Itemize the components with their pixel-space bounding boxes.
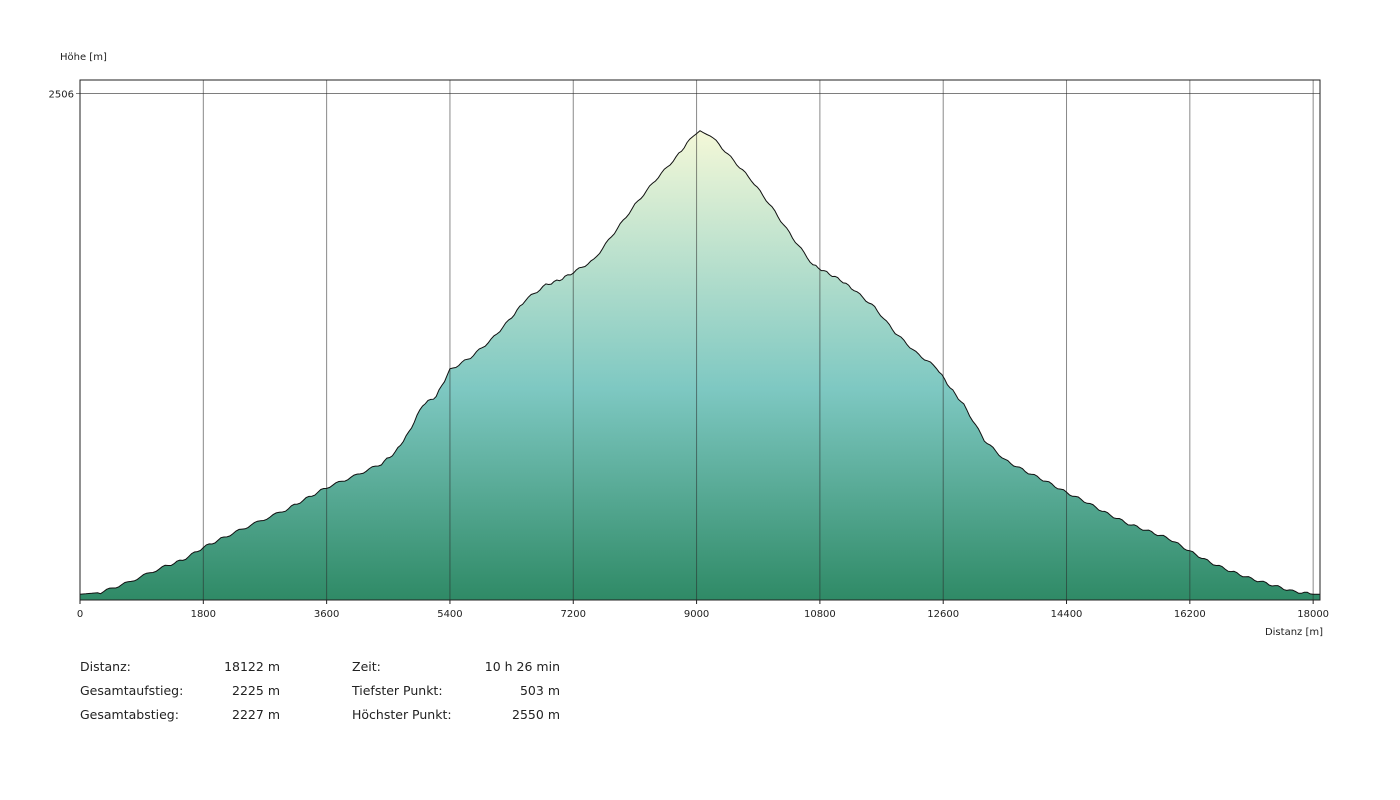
x-tick-label: 16200 [1174,609,1206,620]
x-tick-label: 3600 [314,609,339,620]
stat-time: Zeit: 10 h 26 min [352,658,560,676]
stats-right: Zeit: 10 h 26 min Tiefster Punkt: 503 m … [352,658,560,722]
x-tick-label: 1800 [191,609,216,620]
stat-highest-value: 2550 m [512,707,560,722]
stat-ascent-value: 2225 m [232,683,280,698]
stat-ascent-label: Gesamtaufstieg: [80,683,184,698]
x-tick-label: 14400 [1051,609,1083,620]
y-axis-label: Höhe [m] [60,52,107,63]
stat-descent: Gesamtabstieg: 2227 m [80,706,280,724]
x-tick-label: 5400 [437,609,462,620]
x-tick-label: 9000 [684,609,709,620]
stat-highest-point: Höchster Punkt: 2550 m [352,706,560,724]
stat-lowest-point: Tiefster Punkt: 503 m [352,682,560,700]
x-axis-label: Distanz [m] [1265,627,1323,638]
x-tick-label: 10800 [804,609,836,620]
stat-distance-label: Distanz: [80,659,131,674]
elevation-line [79,130,1320,595]
x-tick-label: 18000 [1297,609,1329,620]
stat-time-value: 10 h 26 min [484,659,560,674]
x-tick-label: 0 [77,609,83,620]
stat-distance-value: 18122 m [224,659,280,674]
y-tick-label: 2506 [49,90,74,101]
x-tick-label: 12600 [927,609,959,620]
x-tick-label: 7200 [561,609,586,620]
stat-ascent: Gesamtaufstieg: 2225 m [80,682,280,700]
stat-descent-label: Gesamtabstieg: [80,707,179,722]
stat-highest-label: Höchster Punkt: [352,707,452,722]
stats-left: Distanz: 18122 m Gesamtaufstieg: 2225 m … [80,658,280,722]
stat-descent-value: 2227 m [232,707,280,722]
elevation-area [80,130,1320,600]
stat-distance: Distanz: 18122 m [80,658,280,676]
stat-lowest-value: 503 m [519,683,560,698]
stat-time-label: Zeit: [352,659,381,674]
stat-lowest-label: Tiefster Punkt: [352,683,443,698]
plot-frame [79,79,1321,601]
